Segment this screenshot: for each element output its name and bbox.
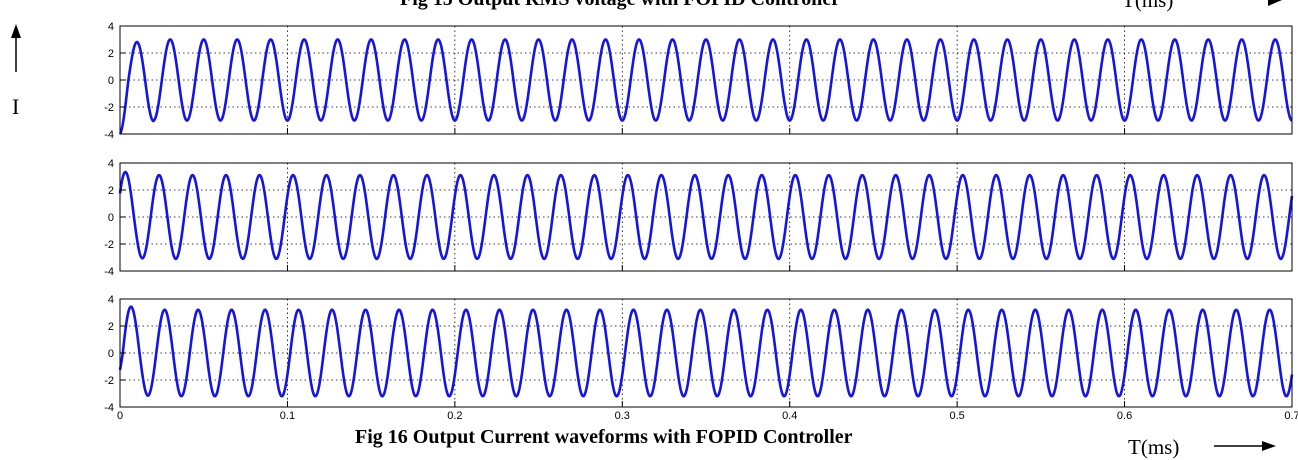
x-tick-label: 0.3: [615, 410, 630, 422]
x-tick-label: 0.2: [447, 410, 462, 422]
x-tick-label: 0.1: [280, 410, 295, 422]
y-tick-label: 2: [108, 185, 114, 197]
y-tick-label: 4: [108, 158, 114, 170]
y-tick-label: 4: [108, 294, 114, 306]
current-waveform: [118, 170, 1294, 261]
y-tick-label: -4: [104, 266, 114, 278]
y-tick-label: 2: [108, 48, 114, 60]
current-axis-label: I: [12, 94, 20, 119]
y-tick-label: 0: [108, 212, 114, 224]
figure-16-caption: Fig 16 Output Current waveforms with FOP…: [355, 426, 853, 448]
time-label-bottom: T(ms): [1128, 435, 1180, 459]
x-tick-label: 0.7: [1284, 410, 1298, 422]
y-tick-label: -4: [104, 402, 114, 414]
current-waveform: [118, 305, 1294, 398]
y-tick-label: 4: [108, 21, 114, 33]
y-tick-label: 0: [108, 75, 114, 87]
subplot-3: 420-2-40 0.1 0.2 0.3 0.4 0.5 0.6 0.7: [104, 294, 1298, 422]
current-waveform: [118, 38, 1293, 135]
subplot-2: 4 2 0 -2 -4: [104, 158, 1294, 278]
time-axis-arrow-bottom: [1214, 441, 1276, 451]
y-tick-label: -2: [104, 239, 114, 251]
y-tick-label: 2: [108, 321, 114, 333]
x-tick-label: 0.4: [782, 410, 797, 422]
x-tick-label: 0.5: [949, 410, 964, 422]
subplot-1: 4 2 0 -2 -4: [104, 21, 1293, 141]
current-axis-arrow: [11, 24, 21, 72]
x-tick-label: 0: [117, 410, 123, 422]
x-tick-label: 0.6: [1117, 410, 1132, 422]
y-tick-label: -2: [104, 102, 114, 114]
y-tick-label: -4: [104, 129, 114, 141]
figure-15-caption: Fig 15 Output RMS voltage with FOPID Con…: [400, 0, 840, 11]
y-tick-label: 0: [108, 348, 114, 360]
y-tick-label: -2: [104, 375, 114, 387]
time-label-top: T(ms): [1122, 0, 1174, 12]
time-axis-arrow-top: [1268, 0, 1282, 6]
